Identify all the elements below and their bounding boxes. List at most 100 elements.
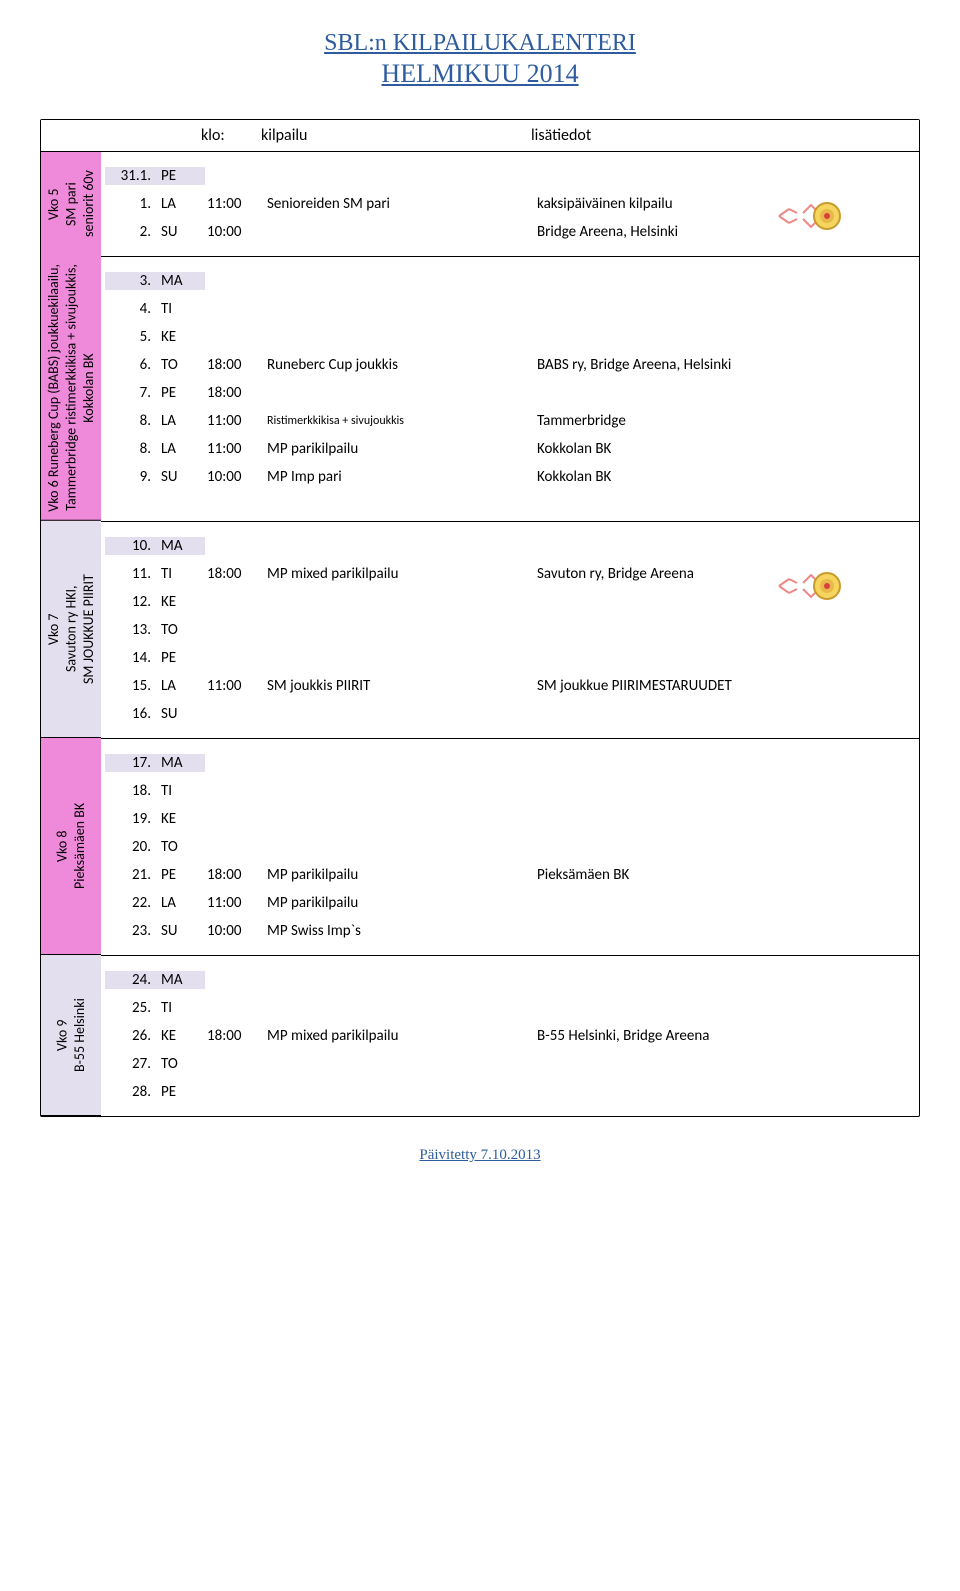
week-body: 24.MA25.TI26.KE18:00MP mixed parikilpail… [101,955,919,1116]
day-code: MA [155,971,205,989]
time-cell: 11:00 [205,412,265,430]
day-code: LA [155,412,205,430]
table-row: 8.LA11:00MP parikilpailuKokkolan BK [105,435,915,463]
calendar-table: klo: kilpailu lisätiedot Vko 5 SM pari s… [40,119,920,1117]
week-body: 10.MA11.TI18:00MP mixed parikilpailuSavu… [101,521,919,738]
day-number: 31.1. [105,167,155,185]
table-row: 21.PE18:00MP parikilpailuPieksämäen BK [105,861,915,889]
table-row: 22.LA11:00MP parikilpailu [105,889,915,917]
extra-cell: Pieksämäen BK [535,866,835,884]
extra-cell: kaksipäiväinen kilpailu [535,195,835,213]
event-cell: MP parikilpailu [265,894,535,912]
week-body: 3.MA4.TI5.KE6.TO18:00Runeberc Cup joukki… [101,256,919,521]
day-code: LA [155,440,205,458]
table-row: 7.PE18:00 [105,379,915,407]
day-code: KE [155,328,205,346]
day-number: 2. [105,223,155,241]
week-body: 31.1.PE1.LA11:00Senioreiden SM parikaksi… [101,152,919,256]
day-number: 8. [105,412,155,430]
time-cell: 18:00 [205,565,265,583]
extra-cell: BABS ry, Bridge Areena, Helsinki [535,356,835,374]
table-row: 20.TO [105,833,915,861]
table-row: 1.LA11:00Senioreiden SM parikaksipäiväin… [105,190,915,218]
event-cell: MP parikilpailu [265,866,535,884]
event-cell: MP mixed parikilpailu [265,565,535,583]
day-number: 5. [105,328,155,346]
table-row: 24.MA [105,966,915,994]
table-row: 11.TI18:00MP mixed parikilpailuSavuton r… [105,560,915,588]
day-number: 11. [105,565,155,583]
time-cell: 18:00 [205,866,265,884]
time-cell: 11:00 [205,677,265,695]
day-code: SU [155,468,205,486]
day-code: TI [155,999,205,1017]
table-row: 9.SU10:00MP Imp pariKokkolan BK [105,463,915,491]
table-row: 13.TO [105,616,915,644]
week-label: Vko 9 B-55 Helsinki [41,955,101,1116]
day-number: 7. [105,384,155,402]
day-code: TO [155,1055,205,1073]
header-event: kilpailu [261,126,531,145]
table-row: 5.KE [105,323,915,351]
day-number: 12. [105,593,155,611]
day-number: 24. [105,971,155,989]
table-row: 25.TI [105,994,915,1022]
day-number: 14. [105,649,155,667]
day-code: SU [155,223,205,241]
extra-cell: Tammerbridge [535,412,835,430]
table-row: 26.KE18:00MP mixed parikilpailuB-55 Hels… [105,1022,915,1050]
event-cell: MP parikilpailu [265,440,535,458]
table-row: 28.PE [105,1078,915,1106]
time-cell: 10:00 [205,223,265,241]
day-number: 28. [105,1083,155,1101]
day-code: TI [155,782,205,800]
day-code: TI [155,565,205,583]
day-code: KE [155,810,205,828]
day-code: KE [155,593,205,611]
day-code: TI [155,300,205,318]
day-number: 17. [105,754,155,772]
time-cell: 11:00 [205,440,265,458]
day-code: PE [155,866,205,884]
table-row: 14.PE [105,644,915,672]
day-number: 3. [105,272,155,290]
day-code: LA [155,195,205,213]
day-number: 10. [105,537,155,555]
day-code: SU [155,922,205,940]
day-number: 23. [105,922,155,940]
day-number: 1. [105,195,155,213]
time-cell: 18:00 [205,384,265,402]
week-label: Vko 6 Runeberg Cup (BABS) joukkuekilaail… [41,256,101,521]
week-label: Vko 5 SM pari seniorit 60v [41,152,101,256]
day-code: PE [155,649,205,667]
extra-cell: SM joukkue PIIRIMESTARUUDET [535,677,835,695]
table-row: 8.LA11:00Ristimerkkikisa + sivujoukkisTa… [105,407,915,435]
table-row: 16.SU [105,700,915,728]
table-row: 31.1.PE [105,162,915,190]
table-row: 23.SU10:00MP Swiss Imp`s [105,917,915,945]
extra-cell: Kokkolan BK [535,440,835,458]
extra-cell: Bridge Areena, Helsinki [535,223,835,241]
table-row: 2.SU10:00 Bridge Areena, Helsinki [105,218,915,246]
day-code: MA [155,272,205,290]
day-code: PE [155,1083,205,1101]
day-number: 20. [105,838,155,856]
day-code: LA [155,894,205,912]
medal-icon [775,561,847,611]
table-row: 10.MA [105,532,915,560]
table-row: 27.TO [105,1050,915,1078]
table-row: 6.TO18:00Runeberc Cup joukkisBABS ry, Br… [105,351,915,379]
time-cell: 10:00 [205,922,265,940]
day-number: 8. [105,440,155,458]
extra-cell: B-55 Helsinki, Bridge Areena [535,1027,835,1045]
table-row: 19.KE [105,805,915,833]
day-code: PE [155,167,205,185]
day-code: LA [155,677,205,695]
day-number: 15. [105,677,155,695]
event-cell: MP Swiss Imp`s [265,922,535,940]
time-cell: 10:00 [205,468,265,486]
day-number: 27. [105,1055,155,1073]
day-code: MA [155,754,205,772]
extra-cell: Savuton ry, Bridge Areena [535,565,835,583]
document-subtitle: HELMIKUU 2014 [40,59,920,89]
